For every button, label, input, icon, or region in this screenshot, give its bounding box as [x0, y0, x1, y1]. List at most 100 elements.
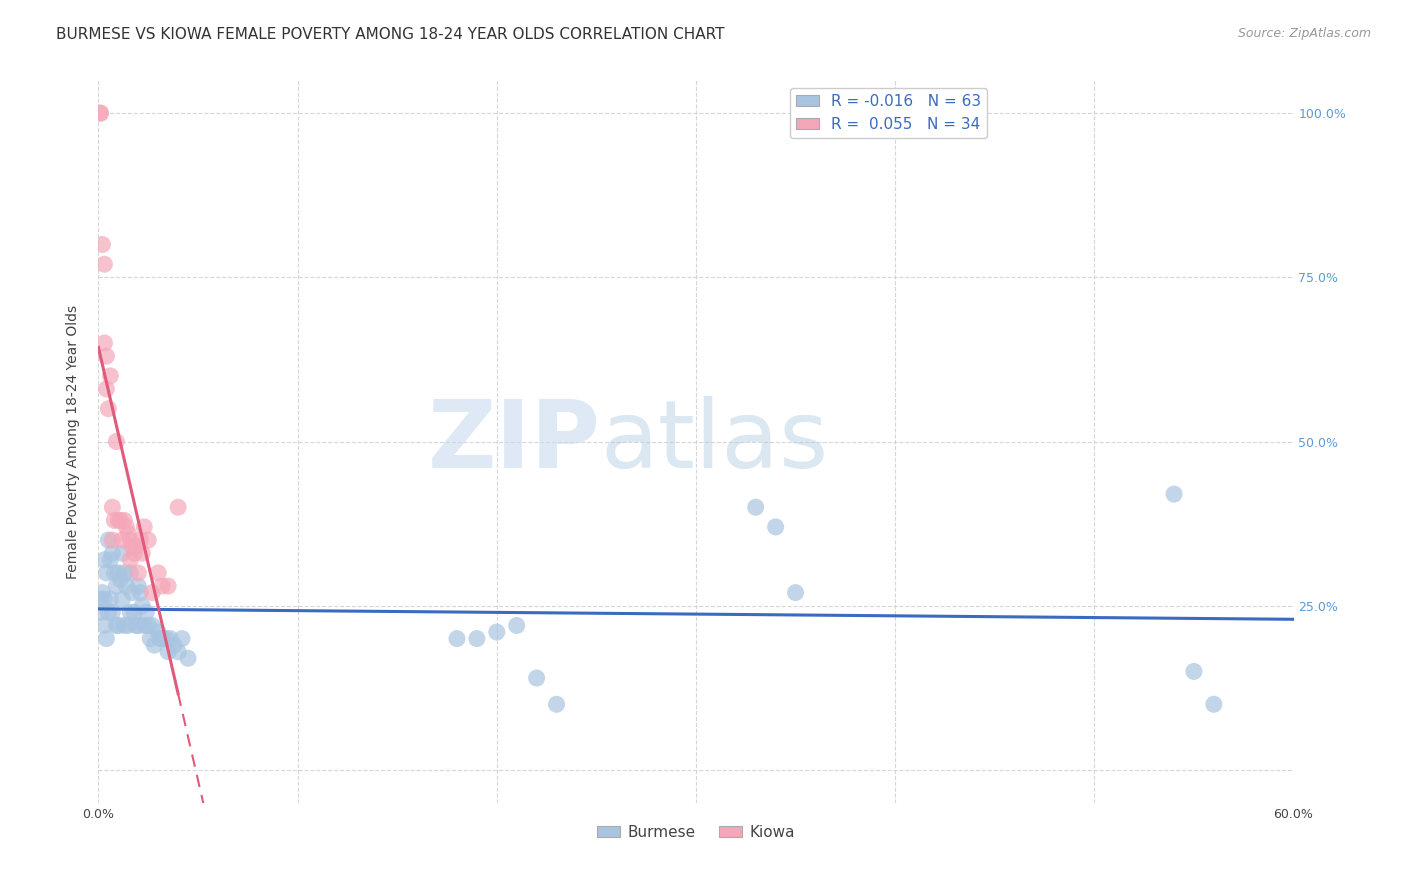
Point [105, 579, 128, 593]
Point [112, 618, 135, 632]
Point [117, 618, 139, 632]
Point [134, 520, 156, 534]
Point [103, 566, 125, 580]
Point [111, 546, 134, 560]
Point [91, 585, 114, 599]
Point [127, 579, 149, 593]
Text: BURMESE VS KIOWA FEMALE POVERTY AMONG 18-24 YEAR OLDS CORRELATION CHART: BURMESE VS KIOWA FEMALE POVERTY AMONG 18… [56, 27, 724, 42]
Point [120, 605, 142, 619]
Point [93, 257, 115, 271]
Point [125, 540, 148, 554]
Point [97, 533, 120, 547]
Point [745, 500, 768, 515]
Point [163, 638, 186, 652]
Point [110, 573, 132, 587]
Point [105, 434, 128, 449]
Point [96, 632, 118, 646]
Point [105, 618, 128, 632]
Point [111, 533, 134, 547]
Point [506, 618, 529, 632]
Point [120, 533, 142, 547]
Point [91, 237, 114, 252]
Point [96, 349, 118, 363]
Point [97, 605, 120, 619]
Point [139, 632, 162, 646]
Point [127, 566, 149, 580]
Point [765, 520, 787, 534]
Text: atlas: atlas [600, 395, 828, 488]
Point [446, 632, 468, 646]
Point [129, 585, 152, 599]
Point [98, 368, 122, 383]
Point [136, 618, 159, 632]
Point [103, 513, 125, 527]
Point [172, 632, 194, 646]
Point [131, 546, 153, 560]
Point [1202, 698, 1225, 712]
Point [89, 605, 111, 619]
Text: Source: ZipAtlas.com: Source: ZipAtlas.com [1237, 27, 1371, 40]
Point [149, 632, 172, 646]
Point [135, 605, 157, 619]
Point [124, 605, 146, 619]
Point [101, 605, 124, 619]
Point [167, 645, 190, 659]
Point [141, 618, 163, 632]
Point [101, 546, 124, 560]
Point [131, 599, 153, 613]
Point [134, 618, 156, 632]
Y-axis label: Female Poverty Among 18-24 Year Olds: Female Poverty Among 18-24 Year Olds [66, 304, 80, 579]
Point [150, 632, 173, 646]
Point [115, 579, 138, 593]
Point [159, 632, 181, 646]
Point [177, 651, 200, 665]
Point [136, 533, 159, 547]
Point [1182, 665, 1205, 679]
Point [150, 579, 173, 593]
Point [98, 592, 122, 607]
Point [93, 336, 115, 351]
Point [148, 625, 170, 640]
Point [785, 585, 807, 599]
Point [485, 625, 508, 640]
Point [97, 401, 120, 416]
Point [111, 592, 134, 607]
Text: ZIP: ZIP [427, 395, 600, 488]
Point [98, 553, 122, 567]
Point [148, 566, 170, 580]
Point [1163, 487, 1185, 501]
Point [127, 618, 149, 632]
Point [101, 500, 124, 515]
Point [112, 566, 135, 580]
Point [167, 500, 190, 515]
Point [93, 618, 115, 632]
Legend: Burmese, Kiowa: Burmese, Kiowa [591, 819, 801, 846]
Point [96, 566, 118, 580]
Point [465, 632, 488, 646]
Point [101, 533, 124, 547]
Point [155, 632, 177, 646]
Point [141, 585, 163, 599]
Point [89, 106, 111, 120]
Point [157, 645, 180, 659]
Point [124, 546, 146, 560]
Point [107, 566, 129, 580]
Point [115, 520, 138, 534]
Point [110, 513, 132, 527]
Point [157, 579, 180, 593]
Point [129, 533, 152, 547]
Point [125, 618, 148, 632]
Point [526, 671, 548, 685]
Point [107, 513, 129, 527]
Point [121, 540, 143, 554]
Point [143, 638, 166, 652]
Point [112, 513, 135, 527]
Point [120, 566, 142, 580]
Point [117, 526, 139, 541]
Point [93, 553, 115, 567]
Point [89, 592, 111, 607]
Point [107, 618, 129, 632]
Point [96, 382, 118, 396]
Point [89, 106, 111, 120]
Point [93, 592, 115, 607]
